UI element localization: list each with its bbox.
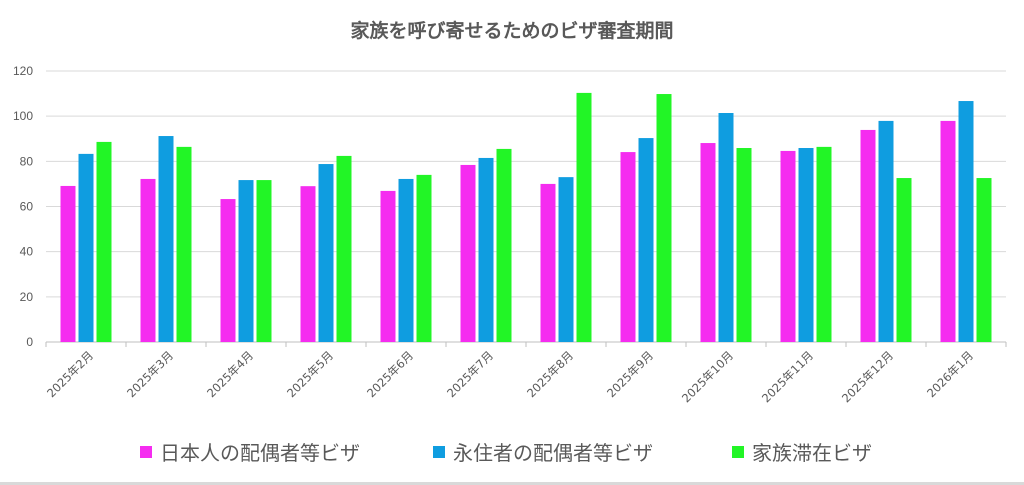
- x-tick-label: 2025年3月: [124, 348, 176, 400]
- bar-1-5: [380, 190, 396, 342]
- legend-label-3: 家族滞在ビザ: [752, 441, 872, 465]
- bar-2-8: [638, 138, 654, 342]
- bar-3-1: [96, 141, 112, 342]
- bar-2-5: [398, 178, 414, 342]
- legend: 日本人の配偶者等ビザ 永住者の配偶者等ビザ 家族滞在ビザ: [140, 441, 872, 465]
- x-tick-label: 2025年12月: [839, 348, 896, 405]
- bar-2-6: [478, 157, 494, 342]
- bars: [60, 92, 992, 343]
- bar-3-6: [496, 148, 512, 342]
- legend-label-1: 日本人の配偶者等ビザ: [160, 441, 360, 465]
- bar-1-10: [780, 150, 796, 342]
- divider: [0, 482, 1024, 485]
- bar-2-1: [78, 153, 94, 342]
- bar-1-4: [300, 186, 316, 342]
- x-tick-label: 2025年11月: [759, 348, 816, 405]
- x-tick-label: 2025年6月: [364, 348, 416, 400]
- bar-2-10: [798, 148, 814, 342]
- x-tick-label: 2026年1月: [924, 348, 976, 400]
- bar-1-1: [60, 185, 76, 342]
- legend-swatch-2: [433, 446, 445, 458]
- bar-1-3: [220, 199, 236, 342]
- legend-swatch-1: [140, 446, 152, 458]
- y-tick-label: 100: [13, 109, 33, 123]
- bar-3-4: [336, 155, 352, 342]
- x-tick-label: 2025年9月: [604, 348, 656, 400]
- bar-3-8: [656, 94, 672, 342]
- bar-3-2: [176, 146, 192, 342]
- gridlines: [46, 70, 1006, 343]
- bar-2-2: [158, 136, 174, 342]
- bar-3-11: [896, 178, 912, 342]
- x-tick-label: 2025年2月: [44, 348, 96, 400]
- bar-3-10: [816, 146, 832, 342]
- chart-title: 家族を呼び寄せるためのビザ審査期間: [350, 19, 673, 42]
- bar-1-8: [620, 152, 636, 342]
- bar-3-9: [736, 148, 752, 342]
- x-tick-label: 2025年10月: [679, 348, 736, 405]
- y-tick-label: 80: [20, 154, 34, 168]
- bar-3-7: [576, 92, 592, 343]
- bar-2-3: [238, 180, 254, 342]
- bar-1-2: [140, 178, 156, 342]
- bar-2-4: [318, 164, 334, 342]
- bar-1-9: [700, 143, 716, 342]
- bar-1-6: [460, 164, 476, 342]
- bar-1-7: [540, 183, 556, 342]
- bar-2-11: [878, 120, 894, 342]
- legend-swatch-3: [732, 446, 744, 458]
- legend-label-2: 永住者の配偶者等ビザ: [453, 441, 653, 465]
- x-tick-label: 2025年8月: [524, 348, 576, 400]
- bar-1-12: [940, 120, 956, 342]
- bar-3-5: [416, 174, 432, 342]
- bar-1-11: [860, 129, 876, 342]
- x-tick-label: 2025年5月: [284, 348, 336, 400]
- x-tick-label: 2025年4月: [204, 348, 256, 400]
- bar-3-12: [976, 178, 992, 342]
- x-tick-label: 2025年7月: [444, 348, 496, 400]
- y-tick-label: 0: [26, 335, 33, 349]
- bar-2-7: [558, 177, 574, 342]
- y-tick-label: 20: [20, 290, 34, 304]
- y-axis: 0 20 40 60 80 100 120: [13, 64, 33, 349]
- bar-2-9: [718, 113, 734, 342]
- y-tick-label: 60: [20, 200, 34, 214]
- x-axis: 2025年2月 2025年3月 2025年4月 2025年5月 2025年6月 2025年…: [44, 342, 1007, 405]
- bar-3-3: [256, 180, 272, 342]
- y-tick-label: 40: [20, 245, 34, 259]
- y-tick-label: 120: [13, 64, 33, 78]
- bar-2-12: [958, 101, 974, 343]
